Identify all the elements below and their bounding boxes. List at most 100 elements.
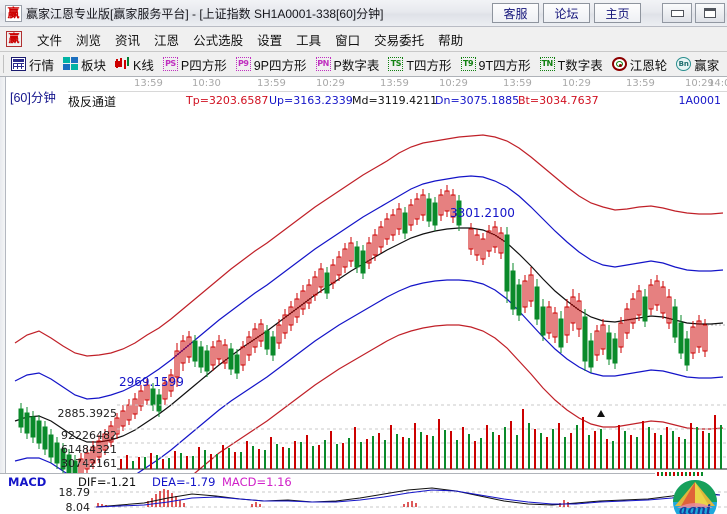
menu-item-trade[interactable]: 交易委托 [374,33,425,48]
volume-scale-tick: 30742161 [61,457,117,470]
service-button[interactable]: 客服 [492,3,539,23]
ts-box-icon: TS [388,57,404,71]
low-price-label: 2969.1599 [119,375,184,389]
volume-scale-tick: 61484321 [61,443,117,456]
toolbar-divider [3,55,4,73]
volume-bars [120,409,722,469]
restore-button[interactable] [662,3,692,23]
toolbar-label-t-square: T四方形 [406,58,452,73]
time-tick: 13:59 [257,78,286,89]
toolbar-button-9t-square[interactable]: T9 9T四方形 [458,53,534,75]
toolbar-label-kline: K线 [133,58,154,73]
time-tick: 13:59 [380,78,409,89]
price-pane[interactable]: 3301.2100 2969.1599 [7,103,727,478]
candlestick-icon [115,57,130,71]
volume-scale-tick: 92226482 [61,429,117,442]
time-tick: 13:59 [503,78,532,89]
toolbar-button-9p-square[interactable]: P9 9P四方形 [233,53,310,75]
forum-button[interactable]: 论坛 [543,3,590,23]
menu-item-browse[interactable]: 浏览 [76,33,102,48]
winner-circle-icon: Bn [676,57,692,71]
toolbar-button-p-number-table[interactable]: PN P数字表 [313,53,383,75]
time-tick: 10:29 [562,78,591,89]
menu-item-help[interactable]: 帮助 [438,33,464,48]
ps-box-icon: PS [162,57,178,71]
window-controls [659,3,725,23]
toolbar-label-9p-square: 9P四方形 [253,58,307,73]
macd-scale-tick: 18.79 [58,486,91,499]
time-tick: 10:29 [439,78,468,89]
signal-marker-icon [597,410,605,417]
toolbar-button-quotes[interactable]: 行情 [8,53,57,75]
band-bt-line [188,324,724,478]
price-scale-tick: 2885.3925 [57,407,118,420]
toolbar: 行情 板块 K线 PS P四方形 P9 9P四方形 PN P数字表 TS T四方… [0,52,727,77]
menu-item-gann[interactable]: 江恩 [154,33,180,48]
price-chart-svg [14,134,727,478]
toolbar-button-t-square[interactable]: TS T四方形 [385,53,454,75]
macd-chart-svg [94,487,727,508]
toolbar-label-gann-wheel: 江恩轮 [629,58,668,73]
toolbar-button-gann-wheel[interactable]: 江恩轮 [609,53,671,75]
menu-item-file[interactable]: 文件 [37,33,63,48]
toolbar-label-quotes: 行情 [29,58,55,73]
toolbar-button-sectors[interactable]: 板块 [60,53,109,75]
indicator-name: 极反通道 [68,95,117,109]
toolbar-label-t-number-table: T数字表 [557,58,603,73]
restore-icon [670,9,684,17]
menu-item-window[interactable]: 窗口 [335,33,361,48]
toolbar-button-t-number-table[interactable]: TN T数字表 [537,53,606,75]
macd-dea-line [95,489,721,508]
axis-rule [68,91,727,92]
maximize-icon [704,8,716,18]
blocks-icon [63,57,78,71]
indicator-header: 极反通道 Tp=3203.6587 Up=3163.2339 Md=3119.4… [68,93,725,110]
menu-logo-icon: 赢 [6,31,22,47]
time-tick: 10:29 [685,78,714,89]
app-logo-icon: 赢 [5,4,22,22]
macd-dif-value: DIF=-1.21 [78,475,137,489]
toolbar-button-p-square[interactable]: PS P四方形 [160,53,230,75]
toolbar-label-winner: 赢家 [694,58,720,73]
timeframe-label: [60]分钟 [10,91,56,105]
chart-area[interactable]: [60]分钟 13:59 10:30 13:59 10:29 13:59 10:… [0,77,727,514]
maximize-button[interactable] [695,3,725,23]
gann-wheel-icon [611,57,627,71]
window-title: 赢家江恩专业版[赢家服务平台] - [上证指数 SH1A0001-338[60]… [26,6,384,21]
high-price-label: 3301.2100 [450,206,515,220]
time-tick: 13:59 [626,78,655,89]
toolbar-button-winner[interactable]: Bn 赢家 [673,53,722,75]
indicator-value-md: Md=3119.4211 [352,93,438,107]
band-tp-line [14,134,724,357]
title-bar-buttons: 客服 论坛 主页 [492,3,645,23]
indicator-value-tp: Tp=3203.6587 [186,93,269,107]
menu-item-formula-stock-pick[interactable]: 公式选股 [193,33,244,48]
macd-indicator-name: MACD [8,475,47,489]
menu-item-news[interactable]: 资讯 [115,33,141,48]
menu-item-settings[interactable]: 设置 [257,33,283,48]
macd-pane[interactable]: MACD DIF=-1.21 DEA=-1.79 MACD=1.16 18.79… [0,472,727,514]
tn-box-icon: TN [539,57,555,71]
indicator-value-bt: Bt=3034.7637 [518,93,599,107]
candlestick-series [18,185,708,478]
toolbar-button-kline[interactable]: K线 [112,53,157,75]
grid-table-icon [11,57,26,71]
left-rail [0,77,6,514]
time-tick: 13:59 [134,78,163,89]
menu-bar: 赢 文件 浏览 资讯 江恩 公式选股 设置 工具 窗口 交易委托 帮助 [0,27,727,52]
indicator-value-up: Up=3163.2339 [269,93,353,107]
symbol-code-label: 1A0001 [678,93,721,107]
volume-pane[interactable] [7,397,727,472]
macd-macd-value: MACD=1.16 [222,475,292,489]
title-bar: 赢 赢家江恩专业版[赢家服务平台] - [上证指数 SH1A0001-338[6… [0,0,727,27]
time-tick: 10:30 [192,78,221,89]
toolbar-label-sectors: 板块 [81,58,107,73]
p9-box-icon: P9 [235,57,251,71]
home-button[interactable]: 主页 [594,3,641,23]
menu-item-tools[interactable]: 工具 [296,33,322,48]
toolbar-label-p-square: P四方形 [180,58,227,73]
macd-scale-tick: 8.04 [65,501,91,514]
macd-dea-value: DEA=-1.79 [152,475,216,489]
indicator-value-dn: Dn=3075.1885 [435,93,520,107]
